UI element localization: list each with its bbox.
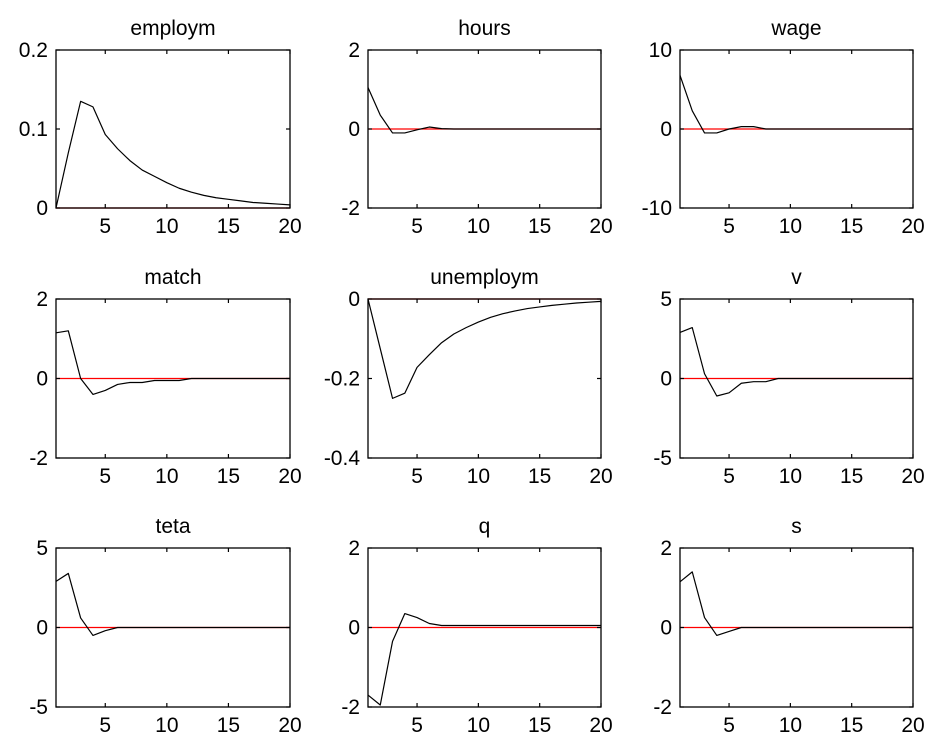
y-tick-label: 0 — [36, 617, 48, 640]
subplot-teta: teta 5 10 15 20 -5 0 5 — [29, 515, 301, 737]
subplot-title-wage: wage — [770, 17, 821, 40]
y-tick-label: 2 — [660, 537, 672, 560]
subplot-title-s: s — [791, 515, 802, 538]
subplot-employm: employm 5 10 15 20 0 0.1 0.2 — [19, 17, 302, 238]
x-tick-label: 15 — [528, 714, 551, 737]
x-tick-label: 10 — [467, 215, 490, 238]
x-tick-label: 10 — [779, 215, 802, 238]
x-tick-label: 10 — [779, 714, 802, 737]
subplot-hours: hours 5 10 15 20 -2 0 2 — [341, 17, 612, 238]
y-tick-label: 2 — [348, 39, 360, 62]
subplot-q: q 5 10 15 20 -2 0 2 — [341, 515, 612, 737]
x-tick-label: 5 — [723, 714, 735, 737]
x-tick-label: 20 — [278, 215, 301, 238]
x-tick-label: 10 — [467, 465, 490, 488]
subplot-s: s 5 10 15 20 -2 0 2 — [653, 515, 924, 737]
x-tick-label: 20 — [589, 714, 612, 737]
y-tick-label: 0 — [348, 617, 360, 640]
x-tick-label: 15 — [840, 465, 863, 488]
series-line-match — [55, 330, 290, 395]
y-tick-label: 2 — [348, 537, 360, 560]
series-line-employm — [55, 100, 291, 209]
subplot-title-hours: hours — [458, 17, 511, 40]
x-tick-label: 20 — [278, 714, 301, 737]
y-tick-label: -5 — [29, 696, 48, 719]
x-tick-label: 20 — [589, 465, 612, 488]
x-tick-label: 15 — [217, 714, 240, 737]
x-tick-label: 5 — [411, 215, 423, 238]
series-line-teta — [55, 572, 290, 637]
x-tick-label: 15 — [840, 714, 863, 737]
x-tick-label: 15 — [528, 465, 551, 488]
x-tick-label: 5 — [411, 465, 423, 488]
series-line-wage — [679, 75, 913, 134]
y-tick-label: 10 — [649, 39, 672, 62]
subplot-unemploym: unemploym 5 10 15 20 -0.4 -0.2 0 — [324, 266, 613, 488]
x-tick-label: 10 — [155, 714, 178, 737]
subplot-title-match: match — [144, 266, 201, 289]
y-tick-label: 0.1 — [19, 118, 48, 141]
series-line-v — [679, 327, 913, 397]
y-tick-label: 0 — [36, 368, 48, 391]
subplot-title-teta: teta — [155, 515, 190, 538]
x-tick-label: 5 — [99, 215, 111, 238]
axes-frame-unemploym — [367, 298, 602, 459]
axes-frame-employm — [55, 49, 291, 209]
y-tick-label: 0 — [660, 368, 672, 391]
x-tick-label: 5 — [99, 465, 111, 488]
subplot-title-employm: employm — [130, 17, 215, 40]
x-tick-label: 5 — [723, 215, 735, 238]
series-line-q — [367, 612, 601, 706]
y-tick-label: 5 — [660, 288, 672, 311]
y-tick-label: 0.2 — [19, 39, 48, 62]
x-tick-label: 5 — [411, 714, 423, 737]
y-tick-label: -2 — [341, 197, 360, 220]
x-tick-label: 5 — [723, 465, 735, 488]
x-tick-label: 20 — [278, 465, 301, 488]
y-tick-label: 5 — [36, 537, 48, 560]
series-line-unemploym — [367, 298, 602, 399]
x-tick-label: 20 — [589, 215, 612, 238]
x-tick-label: 10 — [467, 714, 490, 737]
x-tick-label: 20 — [901, 714, 924, 737]
y-tick-label: -5 — [653, 447, 672, 470]
x-tick-label: 15 — [217, 215, 240, 238]
subplot-wage: wage 5 10 15 20 -10 0 10 — [642, 17, 925, 238]
y-tick-label: 0 — [348, 118, 360, 141]
x-tick-label: 20 — [901, 465, 924, 488]
x-tick-label: 10 — [779, 465, 802, 488]
y-tick-label: 0 — [660, 118, 672, 141]
x-tick-label: 10 — [155, 215, 178, 238]
subplot-title-v: v — [791, 266, 802, 289]
subplot-title-q: q — [479, 515, 491, 538]
y-tick-label: -10 — [642, 197, 672, 220]
x-tick-label: 10 — [155, 465, 178, 488]
x-tick-label: 20 — [901, 215, 924, 238]
y-tick-label: -0.2 — [324, 368, 360, 391]
y-tick-label: 0 — [36, 197, 48, 220]
subplot-title-unemploym: unemploym — [430, 266, 539, 289]
x-tick-label: 15 — [528, 215, 551, 238]
y-tick-label: 2 — [36, 288, 48, 311]
y-tick-label: 0 — [660, 617, 672, 640]
x-tick-label: 15 — [217, 465, 240, 488]
y-tick-label: -2 — [341, 696, 360, 719]
subplot-v: v 5 10 15 20 -5 0 5 — [653, 266, 924, 488]
subplot-match: match 5 10 15 20 -2 0 2 — [29, 266, 301, 488]
series-line-s — [679, 571, 913, 637]
y-tick-label: -2 — [29, 447, 48, 470]
y-tick-label: -0.4 — [324, 447, 361, 470]
y-tick-label: 0 — [348, 288, 360, 311]
x-tick-label: 5 — [99, 714, 111, 737]
series-line-hours — [367, 87, 601, 134]
x-tick-label: 15 — [840, 215, 863, 238]
y-tick-label: -2 — [653, 696, 672, 719]
